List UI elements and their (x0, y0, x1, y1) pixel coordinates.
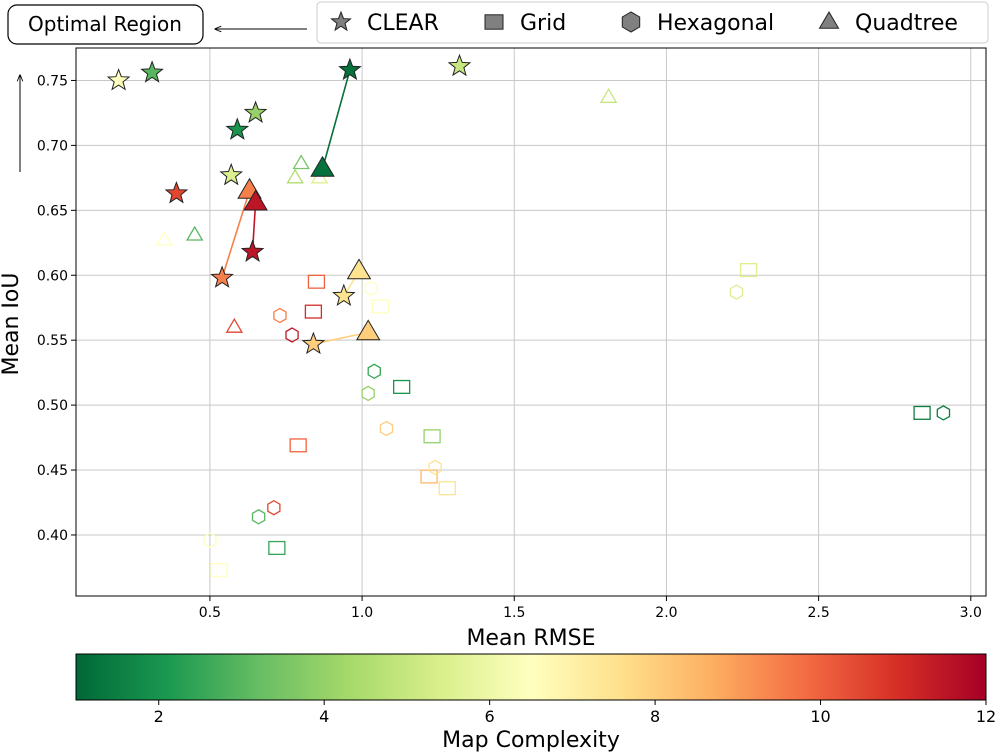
y-tick-label: 0.45 (37, 463, 68, 479)
hollow-triangle-marker (185, 225, 204, 241)
colorbar-tick-label: 10 (810, 707, 830, 726)
hollow-triangle-marker (286, 168, 304, 184)
y-tick-label: 0.60 (37, 268, 68, 284)
y-axis-label: Mean IoU (0, 273, 24, 376)
y-tick-label: 0.55 (37, 333, 68, 349)
legend-star-icon (330, 10, 352, 32)
x-axis-ticks: 0.5 1.0 1.5 2.0 2.5 3.0 (199, 596, 982, 621)
colorbar-tick-label: 8 (650, 707, 660, 726)
data-markers (106, 53, 951, 578)
filled-star-marker (219, 162, 244, 186)
hollow-square-marker (438, 481, 456, 496)
hollow-square-marker (307, 274, 326, 289)
filled-triangle-marker (310, 155, 335, 177)
filled-star-marker (338, 57, 362, 81)
legend-box (316, 1, 989, 44)
hollow-hexagon-marker (729, 284, 744, 300)
colorbar-label: Map Complexity (442, 728, 620, 753)
x-axis-label: Mean RMSE (466, 626, 595, 651)
colorbar-tick-label: 6 (485, 707, 495, 726)
legend-label: Grid (520, 11, 566, 36)
connection-line (321, 69, 351, 169)
filled-star-marker (301, 331, 326, 355)
hollow-square-marker (423, 429, 441, 444)
x-tick-label: 2.5 (807, 605, 829, 621)
y-tick-label: 0.70 (37, 138, 68, 154)
hollow-hexagon-marker (428, 459, 442, 476)
colorbar-gradient (75, 653, 987, 701)
x-tick-label: 2.0 (655, 605, 677, 621)
hollow-triangle-marker (292, 154, 310, 170)
hollow-square-marker (210, 562, 228, 578)
hollow-hexagon-marker (364, 280, 378, 296)
y-tick-label: 0.65 (37, 203, 68, 219)
plot-frame (75, 47, 987, 597)
colorbar-ticks: 2 4 6 8 10 12 (154, 700, 996, 726)
filled-star-marker (332, 283, 356, 307)
hollow-square-marker (739, 263, 758, 278)
hollow-hexagon-marker (251, 509, 266, 525)
hollow-triangle-marker (225, 317, 244, 333)
filled-triangle-marker (355, 319, 381, 341)
hollow-hexagon-marker (203, 532, 217, 548)
hollow-triangle-marker (155, 230, 174, 246)
y-tick-label: 0.50 (37, 398, 68, 414)
hollow-square-marker (420, 469, 438, 484)
hollow-square-marker (913, 405, 931, 420)
hollow-triangle-marker (599, 88, 618, 103)
colorbar-tick-label: 4 (319, 707, 329, 726)
filled-star-marker (140, 60, 164, 83)
y-tick-label: 0.40 (37, 528, 68, 544)
filled-triangle-marker (346, 258, 372, 280)
hollow-square-marker (371, 299, 389, 314)
filled-star-marker (225, 117, 250, 140)
x-tick-label: 0.5 (199, 605, 221, 621)
hollow-square-marker (393, 379, 411, 394)
legend-label: Hexagonal (657, 11, 774, 36)
legend-triangle-icon (818, 11, 840, 29)
hollow-hexagon-marker (936, 405, 951, 421)
filled-star-marker (106, 68, 131, 91)
filled-star-marker (240, 239, 265, 262)
hollow-hexagon-marker (285, 327, 299, 343)
hollow-square-marker (289, 438, 307, 453)
x-tick-label: 1.0 (351, 605, 373, 621)
hollow-hexagon-marker (367, 363, 381, 380)
legend-label: CLEAR (367, 11, 439, 36)
hollow-hexagon-marker (267, 499, 281, 516)
filled-star-marker (447, 53, 472, 77)
colorbar-tick-label: 2 (154, 707, 164, 726)
legend-hexagon-icon (621, 11, 641, 33)
filled-star-marker (164, 180, 189, 204)
legend: CLEAR Grid Hexagonal Quadtree (316, 1, 989, 44)
annotation-box (7, 4, 204, 45)
connection-lines (221, 69, 369, 345)
legend-label: Quadtree (855, 11, 958, 36)
optimal-region-annotation: Optimal Region (7, 4, 307, 172)
connection-line (221, 190, 251, 279)
hollow-square-marker (268, 540, 286, 556)
filled-triangle-marker (243, 189, 268, 211)
y-axis-ticks: 0.40 0.45 0.50 0.55 0.60 0.65 0.70 0.75 (37, 73, 76, 544)
x-tick-label: 1.5 (503, 605, 525, 621)
colorbar-tick-label: 12 (976, 707, 996, 726)
colorbar: 2 4 6 8 10 12 Map Complexity (75, 653, 996, 753)
hollow-hexagon-marker (273, 307, 287, 324)
hollow-square-marker (304, 304, 323, 319)
annotation-text: Optimal Region (28, 12, 182, 36)
filled-star-marker (210, 265, 234, 288)
grid-lines (76, 48, 986, 596)
legend-square-icon (484, 14, 504, 30)
hollow-hexagon-marker (361, 385, 375, 402)
hollow-hexagon-marker (379, 420, 394, 437)
x-tick-label: 3.0 (960, 605, 982, 621)
filled-star-marker (243, 100, 268, 123)
y-tick-label: 0.75 (37, 73, 68, 89)
